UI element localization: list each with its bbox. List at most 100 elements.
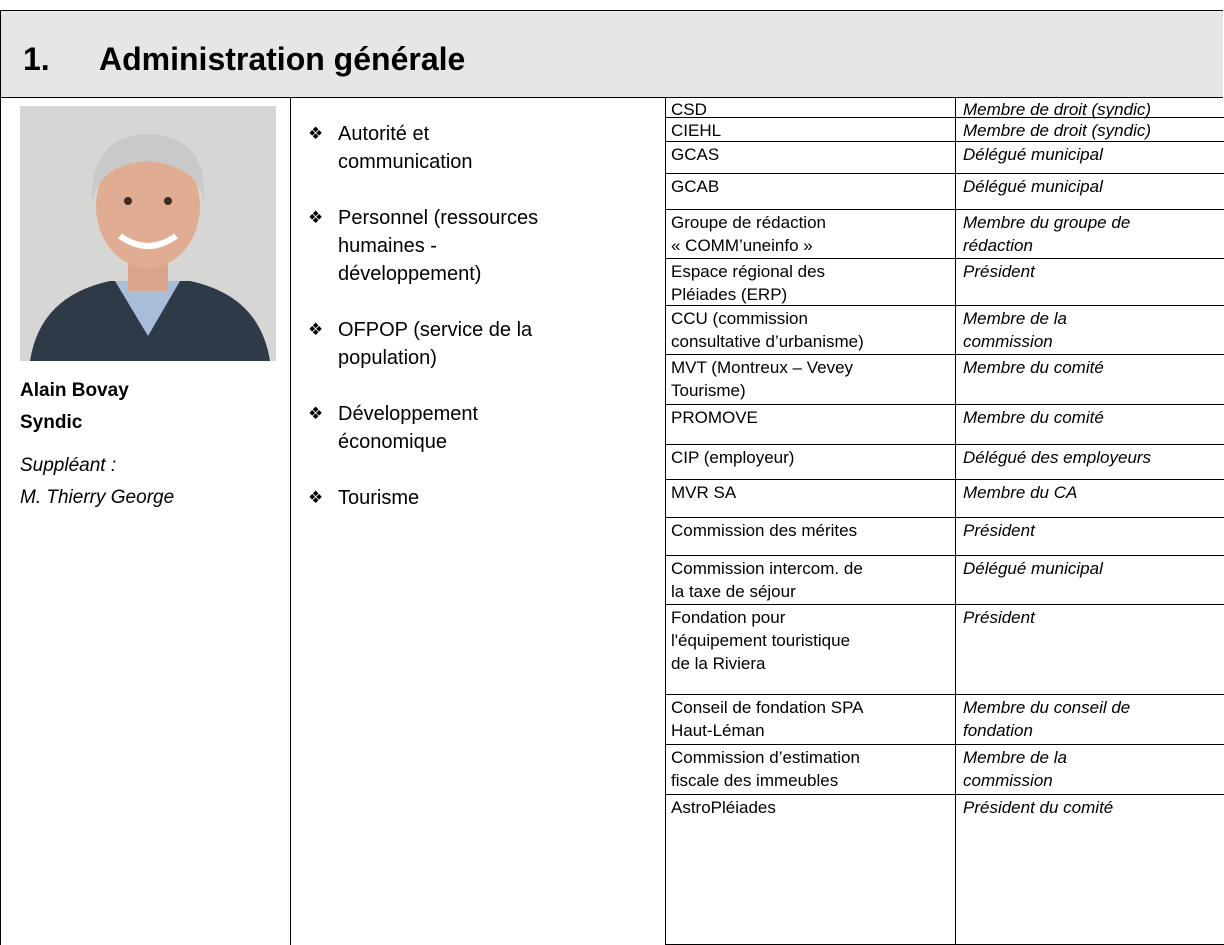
cell-text: GCAS [671, 145, 720, 164]
table-cell: Délégué municipal [955, 174, 1224, 209]
cell-text: Pléiades (ERP) [671, 285, 788, 304]
border [0, 97, 1, 945]
cell-text: commission [963, 771, 1053, 790]
list-item: ❖ Développement économique [298, 400, 658, 456]
cell-text: Commission d’estimation [671, 748, 860, 767]
cell-text: de la Riviera [671, 654, 766, 673]
person-role: Syndic [20, 412, 83, 433]
responsibility-list: ❖ Autorité et communication ❖ Personnel (res… [298, 120, 658, 540]
cell-text: Membre de la [963, 309, 1067, 328]
person-name: Alain Bovay [20, 380, 129, 401]
table-cell: Commission des mérites [665, 518, 955, 555]
cell-text: « COMM’uneinfo » [671, 236, 813, 255]
substitute-name: M. Thierry George [20, 487, 175, 508]
item-text: humaines - [338, 235, 437, 257]
cell-text: l'équipement touristique [671, 631, 851, 650]
table-cell: CIP (employeur) [665, 445, 955, 479]
membership-table: CSD Membre de droit (syndic) CIEHL Membre d… [665, 97, 1224, 945]
table-row: CIEHL Membre de droit (syndic) [665, 118, 1224, 142]
table-cell: Membre de la commission [955, 306, 1224, 354]
table-cell: Fondation pour l'équipement touristique de… [665, 605, 955, 694]
list-item: ❖ Tourisme [298, 484, 658, 512]
cell-text: AstroPléiades [671, 798, 776, 817]
table-row: Commission d’estimation fiscale des immeu… [665, 745, 1224, 795]
table-row: MVR SA Membre du CA [665, 480, 1224, 518]
cell-text: la taxe de séjour [671, 582, 796, 601]
cell-text: rédaction [963, 236, 1033, 255]
cell-text: fiscale des immeubles [671, 771, 839, 790]
item-text: économique [338, 431, 447, 453]
table-cell: Délégué des employeurs [955, 445, 1224, 479]
item-text: Tourisme [338, 487, 420, 509]
cell-text: consultative d’urbanisme) [671, 332, 864, 351]
bullet: ❖ [308, 320, 324, 339]
cell-text: CCU (commission [671, 309, 808, 328]
item-text: Personnel (ressources [338, 207, 539, 229]
item-text: Autorité et [338, 123, 430, 145]
cell-text: Délégué municipal [963, 177, 1103, 196]
table-cell: Groupe de rédaction « COMM’uneinfo » [665, 210, 955, 258]
table-cell: Membre du comité [955, 355, 1224, 404]
table-row: GCAS Délégué municipal [665, 142, 1224, 174]
portrait-photo [20, 106, 276, 361]
table-row: Conseil de fondation SPA Haut-Léman Membre… [665, 695, 1224, 745]
cell-text: Président du comité [963, 798, 1114, 817]
cell-text: MVR SA [671, 483, 737, 502]
table-cell: Membre du CA [955, 480, 1224, 517]
table-cell: MVR SA [665, 480, 955, 517]
table-row: CSD Membre de droit (syndic) [665, 97, 1224, 119]
table-row: AstroPléiades Président du comité [665, 795, 1224, 945]
table-row: MVT (Montreux – Vevey Tourisme) Membre du … [665, 355, 1224, 405]
list-item: ❖ Autorité et communication [298, 120, 658, 176]
item-text: OFPOP (service de la [338, 319, 533, 341]
border [665, 97, 666, 945]
table-cell: Commission intercom. de la taxe de séjour [665, 556, 955, 604]
table-row: Groupe de rédaction « COMM’uneinfo » Membr… [665, 210, 1224, 259]
table-cell: Membre du conseil de fondation [955, 695, 1224, 744]
table-cell: Membre de droit (syndic) [955, 97, 1224, 119]
cell-text: Président [963, 262, 1035, 281]
cell-text: Tourisme) [671, 381, 746, 400]
section-number: 1. [23, 41, 50, 77]
table-cell: Président [955, 605, 1224, 694]
table-row: Commission intercom. de la taxe de séjour… [665, 556, 1224, 605]
table-cell: CIEHL [665, 118, 955, 141]
cell-text: PROMOVE [671, 408, 758, 427]
table-cell: CCU (commission consultative d’urbanisme) [665, 306, 955, 354]
table-cell: GCAS [665, 142, 955, 173]
cell-text: Fondation pour [671, 608, 786, 627]
section-header: 1. Administration générale [0, 10, 1223, 98]
table-cell: Délégué municipal [955, 556, 1224, 604]
item-text: population) [338, 347, 437, 369]
cell-text: Membre du conseil de [963, 698, 1131, 717]
item-text: Développement [338, 403, 479, 425]
table-cell: Membre de droit (syndic) [955, 118, 1224, 141]
cell-text: Membre du CA [963, 483, 1078, 502]
bullet: ❖ [308, 488, 324, 507]
cell-text: Espace régional des [671, 262, 826, 281]
cell-text: CIEHL [671, 121, 722, 140]
cell-text: Membre du groupe de [963, 213, 1131, 232]
table-cell: Commission d’estimation fiscale des immeu… [665, 745, 955, 794]
list-item: ❖ Personnel (ressources humaines - développ… [298, 204, 658, 288]
cell-text: Membre de la [963, 748, 1067, 767]
substitute-label: Suppléant : [20, 455, 117, 476]
bullet: ❖ [308, 124, 324, 143]
table-cell: Délégué municipal [955, 142, 1224, 173]
cell-text: Groupe de rédaction [671, 213, 826, 232]
item-text: développement) [338, 263, 482, 285]
table-cell: Conseil de fondation SPA Haut-Léman [665, 695, 955, 744]
cell-text: CIP (employeur) [671, 448, 795, 467]
border [290, 97, 291, 945]
table-row: CCU (commission consultative d’urbanisme)… [665, 306, 1224, 355]
table-cell: GCAB [665, 174, 955, 209]
cell-text: Membre de droit (syndic) [963, 121, 1152, 140]
cell-text: Membre du comité [963, 358, 1104, 377]
cell-text: Président [963, 521, 1035, 540]
cell-text: MVT (Montreux – Vevey [671, 358, 854, 377]
table-cell: AstroPléiades [665, 795, 955, 944]
cell-text: Président [963, 608, 1035, 627]
cell-text: commission [963, 332, 1053, 351]
bullet: ❖ [308, 208, 324, 227]
